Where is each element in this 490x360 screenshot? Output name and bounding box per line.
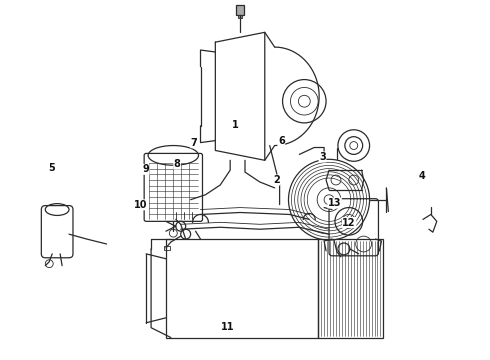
Bar	[318, 239, 383, 338]
Bar	[164, 246, 170, 250]
Text: 7: 7	[191, 138, 197, 148]
Bar	[238, 15, 242, 18]
Text: 6: 6	[278, 136, 285, 146]
Text: 10: 10	[134, 200, 147, 210]
Text: 2: 2	[273, 175, 280, 185]
Text: 5: 5	[48, 163, 54, 172]
Text: 1: 1	[232, 120, 239, 130]
Text: 11: 11	[221, 322, 235, 332]
Text: 9: 9	[142, 165, 149, 174]
Text: 8: 8	[174, 159, 181, 169]
Text: 3: 3	[319, 152, 326, 162]
Bar	[166, 239, 318, 338]
Text: 12: 12	[343, 217, 356, 228]
Text: 4: 4	[418, 171, 425, 181]
Bar	[236, 5, 244, 15]
Text: 13: 13	[328, 198, 342, 208]
